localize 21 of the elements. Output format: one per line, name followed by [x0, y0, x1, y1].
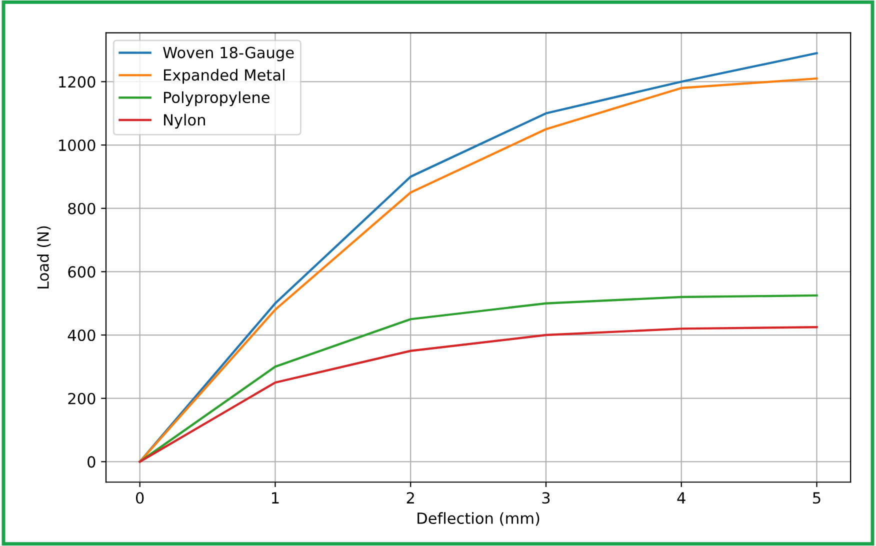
x-tick-label: 0: [136, 492, 144, 504]
legend-label: Expanded Metal: [164, 68, 284, 84]
y-tick-label: 600: [68, 266, 96, 278]
y-tick-label: 800: [68, 202, 96, 214]
line-series: [138, 326, 818, 463]
y-axis-title: Load (N): [37, 226, 51, 288]
x-tick-label: 5: [813, 492, 820, 504]
y-tick-label: 1000: [59, 139, 96, 152]
x-tick-label: 4: [677, 492, 686, 504]
y-tick-label: 400: [68, 329, 96, 342]
x-axis-title: Deflection (mm): [418, 512, 540, 526]
legend-label: Woven 18-Gauge: [163, 46, 294, 62]
legend-label: Polypropylene: [164, 91, 270, 106]
y-tick-label: 200: [68, 392, 96, 404]
x-tick-label: 3: [542, 492, 550, 504]
x-tick-label: 2: [406, 492, 414, 504]
y-tick-label: 1200: [59, 76, 96, 88]
y-tick-label: 0: [88, 456, 96, 468]
x-tick-label: 1: [272, 492, 279, 504]
line-series: [138, 294, 818, 463]
legend-label: Nylon: [164, 114, 205, 129]
